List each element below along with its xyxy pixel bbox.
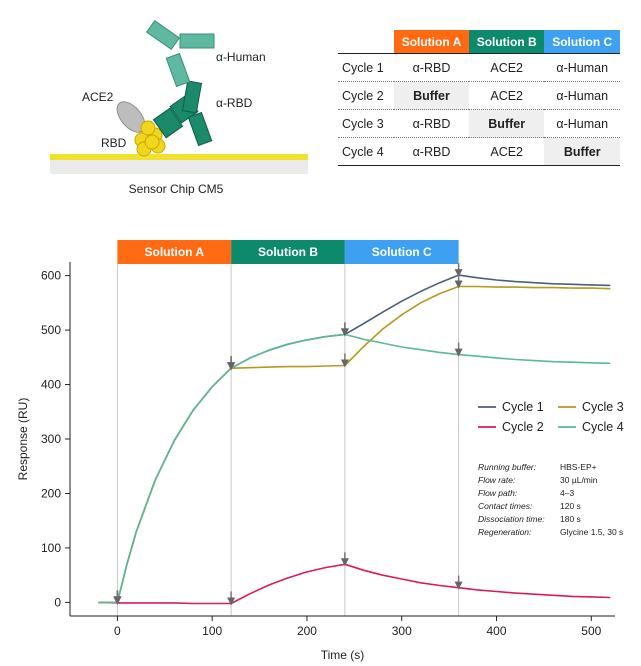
row-label: Cycle 1 — [338, 53, 394, 82]
injection-arrow-head — [340, 328, 349, 337]
sensorgram-chart: Solution A Solution B Solution C 0 100 200 300… — [16, 240, 624, 662]
injection-arrow-head — [340, 359, 349, 368]
y-tick-label: 300 — [41, 432, 61, 446]
phase-bar — [117, 240, 232, 264]
condition-label: Flow rate: — [478, 475, 516, 485]
table-corner — [338, 30, 394, 54]
table-cell: ACE2 — [468, 137, 545, 166]
y-axis-label: Response (RU) — [16, 398, 30, 481]
injection-arrow-head — [227, 362, 236, 371]
table-cell: Buffer — [544, 137, 620, 166]
x-axis-label: Time (s) — [321, 648, 365, 662]
y-tick-label: 0 — [54, 595, 61, 609]
table-cell: ACE2 — [468, 81, 545, 110]
injection-arrow-head — [113, 596, 122, 605]
series-line — [98, 285, 611, 604]
x-tick-label: 200 — [297, 624, 317, 638]
condition-value: 180 s — [560, 514, 581, 524]
table-header-solution-c: Solution C — [544, 30, 620, 54]
y-tick-label: 200 — [41, 486, 61, 500]
condition-value: 30 µL/min — [560, 475, 598, 485]
legend-label: Cycle 3 — [582, 400, 624, 414]
y-tick-label: 400 — [41, 378, 61, 392]
condition-value: 4–3 — [560, 488, 574, 498]
label-alpha-rbd: α-RBD — [216, 96, 253, 110]
injection-arrow-head — [454, 280, 463, 289]
phase-label: Solution B — [258, 245, 318, 259]
alpha-human-antibody — [146, 19, 215, 88]
table-cell: α-Human — [544, 53, 620, 82]
row-label: Cycle 4 — [338, 137, 394, 166]
phase-label: Solution C — [372, 245, 432, 259]
table-header-solution-a: Solution A — [394, 30, 469, 54]
x-tick-label: 100 — [202, 624, 222, 638]
legend-label: Cycle 4 — [582, 420, 624, 434]
label-alpha-human: α-Human — [216, 50, 266, 64]
y-tick-label: 600 — [41, 269, 61, 283]
condition-label: Regeneration: — [478, 527, 532, 537]
injection-arrow-head — [454, 581, 463, 590]
legend-label: Cycle 1 — [502, 400, 544, 414]
alpha-rbd-antibody — [152, 80, 213, 147]
condition-value: Glycine 1.5, 30 s — [560, 527, 623, 537]
table-row: Cycle 2 Buffer ACE2 α-Human — [338, 81, 620, 110]
condition-value: 120 s — [560, 501, 581, 511]
condition-label: Flow path: — [478, 488, 518, 498]
phase-bar — [344, 240, 459, 264]
table-row: Cycle 1 α-RBD ACE2 α-Human — [338, 53, 620, 82]
y-tick-label: 500 — [41, 323, 61, 337]
row-label: Cycle 3 — [338, 109, 394, 138]
table-header-solution-b: Solution B — [468, 30, 545, 54]
x-tick-label: 500 — [581, 624, 601, 638]
phase-label: Solution A — [144, 245, 204, 259]
injection-arrow-head — [340, 558, 349, 567]
legend-label: Cycle 2 — [502, 420, 544, 434]
cycle-table: Solution A Solution B Solution C Cycle 1… — [338, 30, 620, 166]
x-tick-label: 300 — [392, 624, 412, 638]
table-header-row: Solution A Solution B Solution C — [338, 30, 620, 54]
injection-arrow-head — [454, 269, 463, 278]
x-tick-label: 400 — [487, 624, 507, 638]
table-cell: α-RBD — [394, 109, 469, 138]
row-label: Cycle 2 — [338, 81, 394, 110]
table-row: Cycle 4 α-RBD ACE2 Buffer — [338, 137, 620, 166]
table-cell: ACE2 — [468, 53, 545, 82]
phase-bar — [231, 240, 345, 264]
assay-schematic: α-Human ACE2 α-RBD RBD Sensor Chip CM5 — [50, 19, 308, 196]
table-cell: Buffer — [468, 109, 545, 138]
injection-arrow-head — [227, 597, 236, 606]
condition-value: HBS-EP+ — [560, 462, 597, 472]
y-tick-label: 100 — [41, 541, 61, 555]
table-cell: α-RBD — [394, 137, 469, 166]
sensor-chip-base — [50, 160, 308, 174]
condition-label: Dissociation time: — [478, 514, 545, 524]
x-tick-label: 0 — [114, 624, 121, 638]
injection-arrow-head — [454, 348, 463, 357]
sensor-chip-surface — [50, 154, 308, 160]
label-ace2: ACE2 — [82, 90, 114, 104]
label-sensor-chip: Sensor Chip CM5 — [129, 182, 224, 196]
rbd-molecule — [134, 120, 166, 157]
table-row: Cycle 3 α-RBD Buffer α-Human — [338, 109, 620, 138]
table-cell: α-Human — [544, 81, 620, 110]
table-cell: α-Human — [544, 109, 620, 138]
series-line — [98, 563, 611, 605]
condition-label: Running buffer: — [478, 462, 537, 472]
table-cell: Buffer — [394, 81, 469, 110]
label-rbd: RBD — [101, 136, 127, 150]
condition-label: Contact times: — [478, 501, 533, 511]
table-cell: α-RBD — [394, 53, 469, 82]
